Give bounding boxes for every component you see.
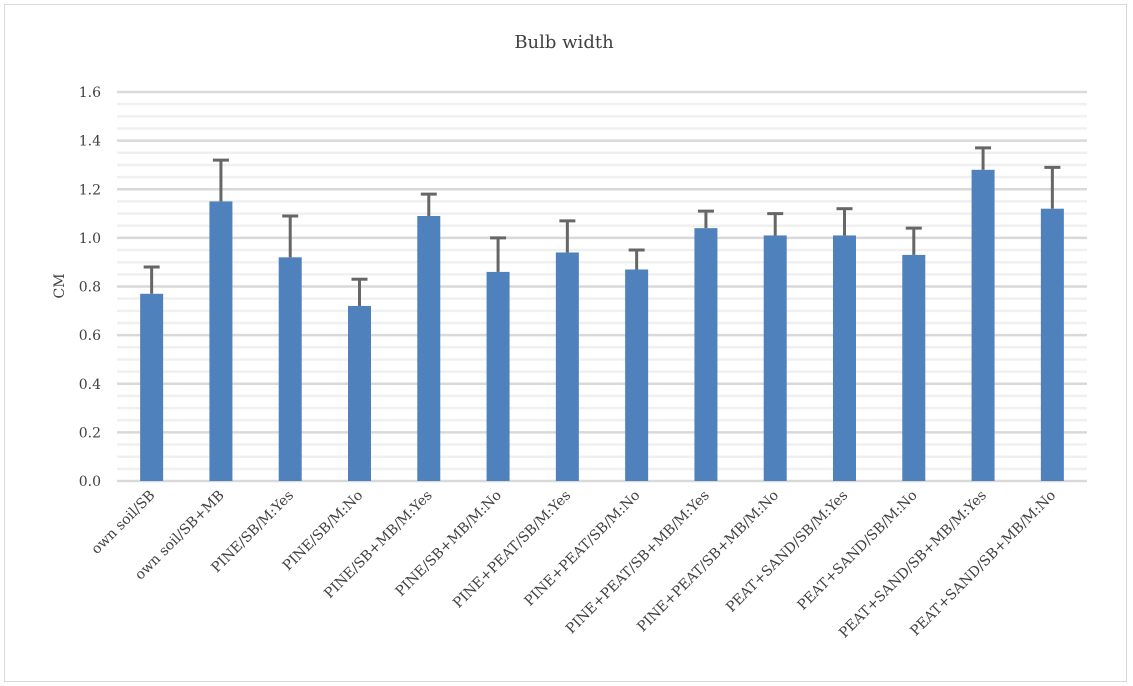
bar [348,305,371,481]
x-tick-label: PINE+PEAT/SB+MB/M:Yes [563,488,713,638]
chart-title: Bulb width [514,32,614,53]
x-tick-label: PINE+PEAT/SB/M:No [521,488,643,610]
error-bar [420,192,437,216]
y-tick-label: 1.2 [79,182,101,198]
x-tick-label: own soil/SB [88,488,158,558]
error-bar [836,207,853,236]
y-tick-label: 0.0 [79,474,101,490]
bars [140,169,1064,482]
error-bar [490,236,507,272]
error-bar [282,214,299,258]
error-bar [143,265,160,294]
bar [971,169,995,482]
bar [833,235,856,481]
y-tick-label: 0.6 [79,328,101,344]
y-tick-label: 0.8 [79,280,101,296]
error-bar [559,219,576,253]
error-bar [697,209,714,229]
bar [555,252,579,481]
x-tick-label: PEAT+SAND/SB/M:No [795,488,921,614]
bar [1040,208,1064,481]
x-tick-label: PEAT+SAND/SB+MB/M:Yes [836,488,990,642]
bar [486,271,510,481]
bar [694,228,718,481]
error-bar [212,158,229,202]
y-tick-label: 1.6 [79,85,101,101]
error-bar [628,248,645,270]
bar [625,269,649,481]
bar [763,235,787,481]
error-bar [905,226,922,255]
error-bar [767,212,784,236]
y-tick-label: 1.4 [79,134,101,150]
error-bars [143,146,1061,306]
error-bar [351,277,368,306]
y-tick-label: 1.0 [79,231,101,247]
y-tick-label: 0.2 [79,425,101,441]
bar [140,293,164,481]
gridlines [117,90,1087,483]
bar [902,254,926,481]
y-tick-label: 0.4 [79,377,101,393]
y-axis-label: CM [52,273,68,298]
error-bar [1044,165,1061,209]
error-bar [975,146,992,170]
x-tick-label: PEAT+SAND/SB/M:Yes [723,488,851,616]
bar [417,215,441,481]
x-tick-label: PEAT+SAND/SB+MB/M:No [907,488,1059,640]
y-axis-ticks: 0.0 0.2 0.4 0.6 0.8 1.0 1.2 1.4 1.6 [79,85,101,490]
bar [209,201,233,481]
x-tick-label: PINE+PEAT/SB/M:Yes [450,488,574,612]
bar [278,257,302,481]
x-tick-label: PINE+PEAT/SB+MB/M:No [634,488,782,636]
